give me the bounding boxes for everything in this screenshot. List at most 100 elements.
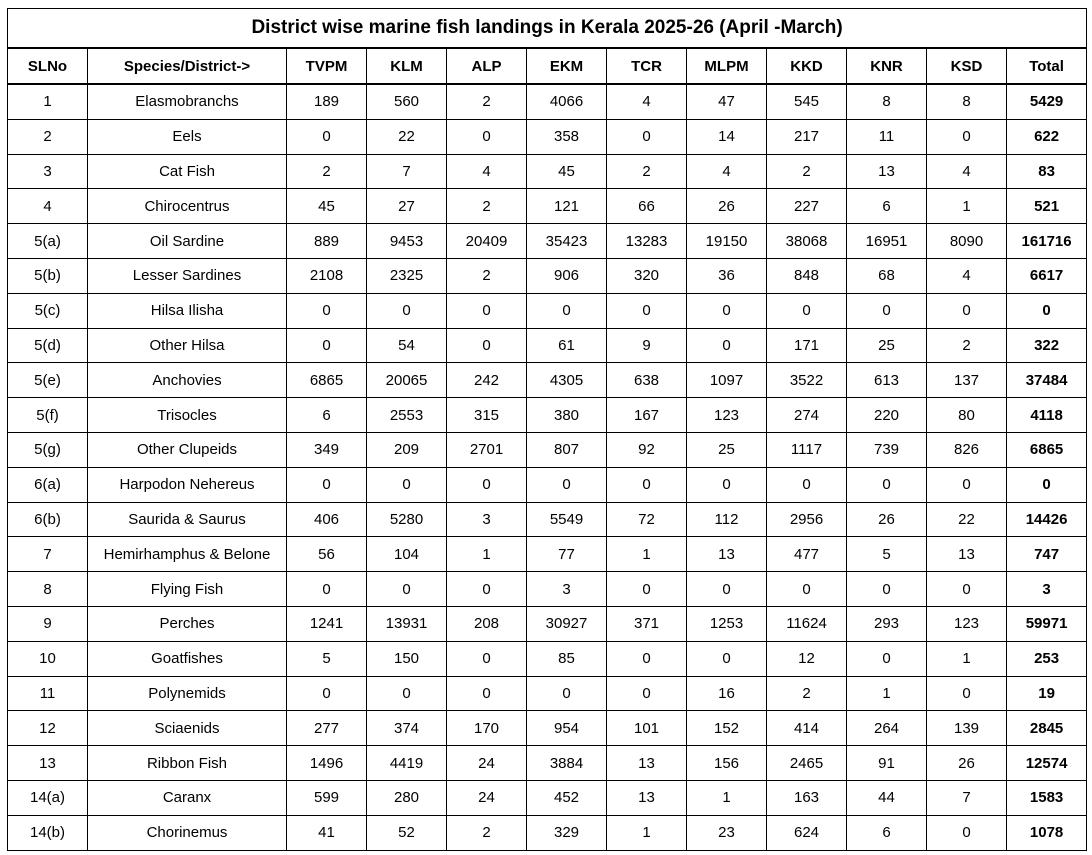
- sl-number-cell: 5(c): [7, 292, 88, 329]
- district-value-cell: 123: [686, 397, 767, 433]
- sl-number-cell: 12: [7, 710, 88, 747]
- district-value-cell: 13: [686, 536, 767, 573]
- district-value-cell: 220: [846, 397, 927, 433]
- district-value-cell: 2465: [766, 745, 847, 781]
- district-value-cell: 954: [526, 710, 607, 747]
- table-title: District wise marine fish landings in Ke…: [6, 8, 1088, 49]
- column-header: ALP: [446, 47, 527, 85]
- species-cell: Goatfishes: [87, 640, 287, 677]
- table-row: 5(b) Lesser Sardines 2108 2325 2 906 320 36 848 6…: [7, 257, 1088, 294]
- table-row: 14(a) Caranx 599 280 24 452 13 1 163 44 7 1583: [7, 779, 1088, 816]
- sl-number-cell: 5(f): [7, 397, 88, 433]
- sl-number-cell: 5(a): [7, 223, 88, 259]
- district-value-cell: 452: [526, 779, 607, 816]
- district-value-cell: 0: [686, 640, 767, 677]
- column-header: EKM: [526, 47, 607, 85]
- district-value-cell: 0: [366, 571, 447, 607]
- district-value-cell: 406: [286, 501, 367, 538]
- table-row: 5(e) Anchovies 6865 20065 242 4305 638 1097 3522…: [7, 362, 1088, 399]
- district-value-cell: 0: [926, 814, 1007, 851]
- district-value-cell: 0: [766, 292, 847, 329]
- column-header: KKD: [766, 47, 847, 85]
- district-value-cell: 477: [766, 536, 847, 573]
- district-value-cell: 156: [686, 745, 767, 781]
- total-cell: 6617: [1005, 257, 1088, 294]
- district-value-cell: 41: [286, 814, 367, 851]
- district-value-cell: 560: [366, 83, 447, 120]
- district-value-cell: 38068: [766, 223, 847, 259]
- district-value-cell: 349: [286, 431, 367, 468]
- district-value-cell: 277: [286, 710, 367, 747]
- total-cell: 0: [1005, 292, 1088, 329]
- district-value-cell: 329: [526, 814, 607, 851]
- table-row: 5(g) Other Clupeids 349 209 2701 807 92 25 1117 7…: [7, 431, 1088, 468]
- district-value-cell: 2325: [366, 257, 447, 294]
- district-value-cell: 371: [606, 605, 687, 642]
- district-value-cell: 0: [366, 675, 447, 712]
- district-value-cell: 24: [446, 779, 527, 816]
- district-value-cell: 25: [846, 327, 927, 364]
- district-value-cell: 3: [446, 501, 527, 538]
- district-value-cell: 208: [446, 605, 527, 642]
- district-value-cell: 0: [286, 118, 367, 155]
- district-value-cell: 264: [846, 710, 927, 747]
- total-cell: 747: [1005, 536, 1088, 573]
- table-row: 8 Flying Fish 0 0 0 3 0 0 0 0 0 3: [7, 571, 1088, 607]
- district-value-cell: 20065: [366, 362, 447, 399]
- district-value-cell: 1: [926, 188, 1007, 225]
- total-cell: 1078: [1005, 814, 1088, 851]
- district-value-cell: 2956: [766, 501, 847, 538]
- district-value-cell: 5: [846, 536, 927, 573]
- district-value-cell: 9: [606, 327, 687, 364]
- district-value-cell: 6: [846, 188, 927, 225]
- district-value-cell: 56: [286, 536, 367, 573]
- district-value-cell: 150: [366, 640, 447, 677]
- table-row: 7 Hemirhamphus & Belone 56 104 1 77 1 13 477 5 13 7…: [7, 536, 1088, 573]
- district-value-cell: 209: [366, 431, 447, 468]
- total-cell: 161716: [1005, 223, 1088, 259]
- total-cell: 12574: [1005, 745, 1088, 781]
- sl-number-cell: 5(b): [7, 257, 88, 294]
- district-value-cell: 0: [446, 292, 527, 329]
- district-value-cell: 2: [446, 83, 527, 120]
- district-value-cell: 0: [446, 118, 527, 155]
- district-value-cell: 104: [366, 536, 447, 573]
- sl-number-cell: 5(g): [7, 431, 88, 468]
- district-value-cell: 1241: [286, 605, 367, 642]
- district-value-cell: 293: [846, 605, 927, 642]
- district-value-cell: 906: [526, 257, 607, 294]
- district-value-cell: 807: [526, 431, 607, 468]
- district-value-cell: 638: [606, 362, 687, 399]
- sl-number-cell: 3: [7, 153, 88, 190]
- district-value-cell: 26: [686, 188, 767, 225]
- landings-table: District wise marine fish landings in Ke…: [6, 8, 1088, 851]
- district-value-cell: 36: [686, 257, 767, 294]
- species-cell: Cat Fish: [87, 153, 287, 190]
- total-cell: 253: [1005, 640, 1088, 677]
- district-value-cell: 2: [606, 153, 687, 190]
- district-value-cell: 0: [686, 571, 767, 607]
- district-value-cell: 35423: [526, 223, 607, 259]
- table-row: 4 Chirocentrus 45 27 2 121 66 26 227 6 1 521: [7, 188, 1088, 225]
- district-value-cell: 0: [926, 466, 1007, 503]
- species-cell: Flying Fish: [87, 571, 287, 607]
- table-row: 2 Eels 0 22 0 358 0 14 217 11 0 622: [7, 118, 1088, 155]
- species-cell: Hemirhamphus & Belone: [87, 536, 287, 573]
- district-value-cell: 7: [926, 779, 1007, 816]
- district-value-cell: 13: [846, 153, 927, 190]
- district-value-cell: 66: [606, 188, 687, 225]
- district-value-cell: 27: [366, 188, 447, 225]
- district-value-cell: 80: [926, 397, 1007, 433]
- district-value-cell: 19150: [686, 223, 767, 259]
- column-header: TCR: [606, 47, 687, 85]
- district-value-cell: 0: [286, 466, 367, 503]
- table-row: 5(f) Trisocles 6 2553 315 380 167 123 274 220 80 41…: [7, 397, 1088, 433]
- district-value-cell: 0: [366, 292, 447, 329]
- district-value-cell: 1: [846, 675, 927, 712]
- sl-number-cell: 6(b): [7, 501, 88, 538]
- district-value-cell: 61: [526, 327, 607, 364]
- district-value-cell: 3884: [526, 745, 607, 781]
- district-value-cell: 47: [686, 83, 767, 120]
- total-cell: 5429: [1005, 83, 1088, 120]
- table-row: 5(a) Oil Sardine 889 9453 20409 35423 13283 191…: [7, 223, 1088, 259]
